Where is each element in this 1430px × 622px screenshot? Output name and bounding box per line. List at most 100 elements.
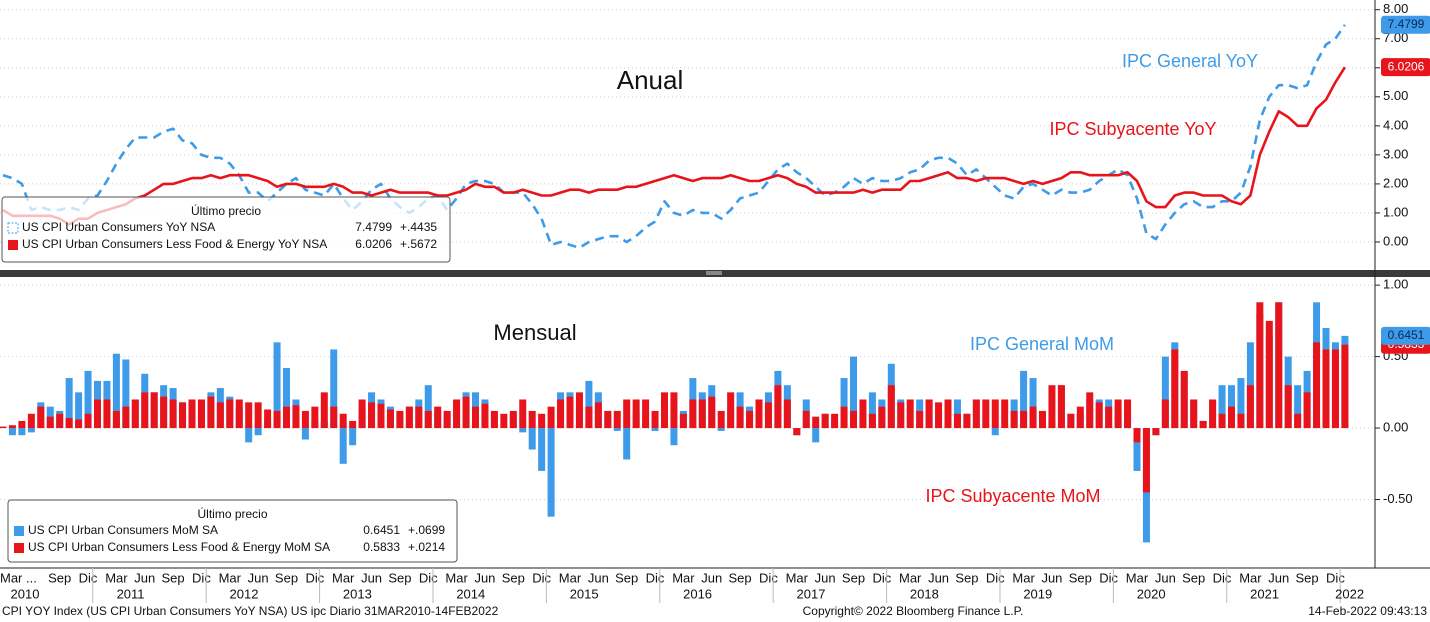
bar <box>1142 428 1150 493</box>
bar <box>453 399 461 429</box>
series-annotation: IPC Subyacente MoM <box>925 486 1100 506</box>
legend-last: 6.0206 <box>355 237 392 251</box>
bar <box>27 413 35 429</box>
x-tick-label: Dic <box>79 570 98 585</box>
y-tick-label: 7.00 <box>1383 30 1408 45</box>
year-label: 2010 <box>11 586 40 601</box>
bar <box>1209 399 1217 429</box>
bar <box>462 396 470 429</box>
x-tick-label: Dic <box>1326 570 1345 585</box>
bar <box>311 406 319 429</box>
bar <box>245 428 253 443</box>
bar <box>264 409 272 429</box>
footer-right: 14-Feb-2022 09:43:13 <box>1308 604 1427 618</box>
y-tick-label: 1.00 <box>1383 277 1408 292</box>
x-tick-label: Mar <box>559 570 582 585</box>
bar <box>1190 399 1198 429</box>
bar <box>292 405 300 429</box>
x-tick-label: Mar <box>219 570 242 585</box>
bar <box>774 385 782 429</box>
x-tick-label: Jun <box>701 570 722 585</box>
bar <box>226 399 234 429</box>
bar <box>1228 406 1235 429</box>
bar <box>538 413 546 429</box>
bar <box>1331 349 1339 429</box>
legend-label: US CPI Urban Consumers MoM SA <box>28 523 218 537</box>
bar <box>519 428 527 433</box>
bar <box>538 428 546 471</box>
bar <box>1275 302 1283 429</box>
year-label: 2012 <box>230 586 259 601</box>
year-label: 2011 <box>117 586 145 601</box>
bar <box>821 413 829 429</box>
bar <box>727 392 735 429</box>
legend-change: +.5672 <box>400 237 437 251</box>
legend-change: +.4435 <box>400 220 437 234</box>
x-tick-label: Mar <box>672 570 695 585</box>
bar <box>991 428 999 436</box>
overlay-layer: 0.001.002.003.004.005.006.007.008.006.02… <box>0 1 1430 603</box>
bar <box>8 425 16 429</box>
bar <box>254 428 262 436</box>
bar <box>1105 406 1113 429</box>
x-tick-label: Jun <box>588 570 609 585</box>
x-tick-label: Sep <box>275 570 298 585</box>
bar <box>764 402 772 429</box>
bar <box>283 406 290 429</box>
bar <box>708 396 716 429</box>
bar <box>944 399 952 429</box>
bar <box>75 419 83 429</box>
bar <box>585 380 593 429</box>
bar <box>330 406 338 429</box>
year-label: 2021 <box>1250 586 1279 601</box>
bar <box>1086 392 1094 429</box>
bar <box>840 378 848 429</box>
x-tick-label: Dic <box>305 570 324 585</box>
year-label: 2019 <box>1023 586 1052 601</box>
x-tick-label: Mar <box>105 570 128 585</box>
bar <box>216 402 224 429</box>
bar <box>1048 385 1056 429</box>
bar <box>953 399 961 429</box>
legend-swatch <box>7 222 19 234</box>
bar <box>339 413 347 429</box>
x-tick-label: Jun <box>1268 570 1289 585</box>
y-tick-label: 2.00 <box>1383 175 1408 190</box>
bar <box>320 392 328 429</box>
y-tick-label: 4.00 <box>1383 117 1408 132</box>
bar <box>490 410 498 429</box>
bar <box>0 426 7 429</box>
y-tick-label: 5.00 <box>1383 88 1408 103</box>
bar <box>1010 410 1018 429</box>
bar <box>670 392 678 429</box>
bar <box>169 399 177 429</box>
bar <box>868 392 876 429</box>
x-tick-label: Dic <box>192 570 211 585</box>
x-tick-label: Dic <box>1099 570 1118 585</box>
bar <box>528 428 536 450</box>
legend-title: Último precio <box>191 203 261 218</box>
x-tick-label: Dic <box>646 570 665 585</box>
bar <box>623 428 631 460</box>
series-line <box>2 24 1346 250</box>
bar <box>273 342 281 429</box>
bar <box>897 402 905 429</box>
bar <box>1180 370 1188 429</box>
bar <box>1133 428 1141 443</box>
x-tick-label: Dic <box>532 570 551 585</box>
bar <box>301 428 309 440</box>
x-tick-label: Mar <box>1126 570 1149 585</box>
x-tick-label: Sep <box>388 570 411 585</box>
bar <box>736 406 744 429</box>
bar <box>528 410 536 429</box>
bar <box>235 399 243 429</box>
bar <box>1256 302 1264 429</box>
bar <box>632 399 640 429</box>
bar <box>103 399 111 429</box>
bar <box>1265 320 1273 429</box>
bar <box>349 428 357 446</box>
x-tick-label: Mar <box>786 570 809 585</box>
bar <box>160 396 168 429</box>
bar <box>37 406 45 429</box>
bar <box>1095 402 1103 429</box>
